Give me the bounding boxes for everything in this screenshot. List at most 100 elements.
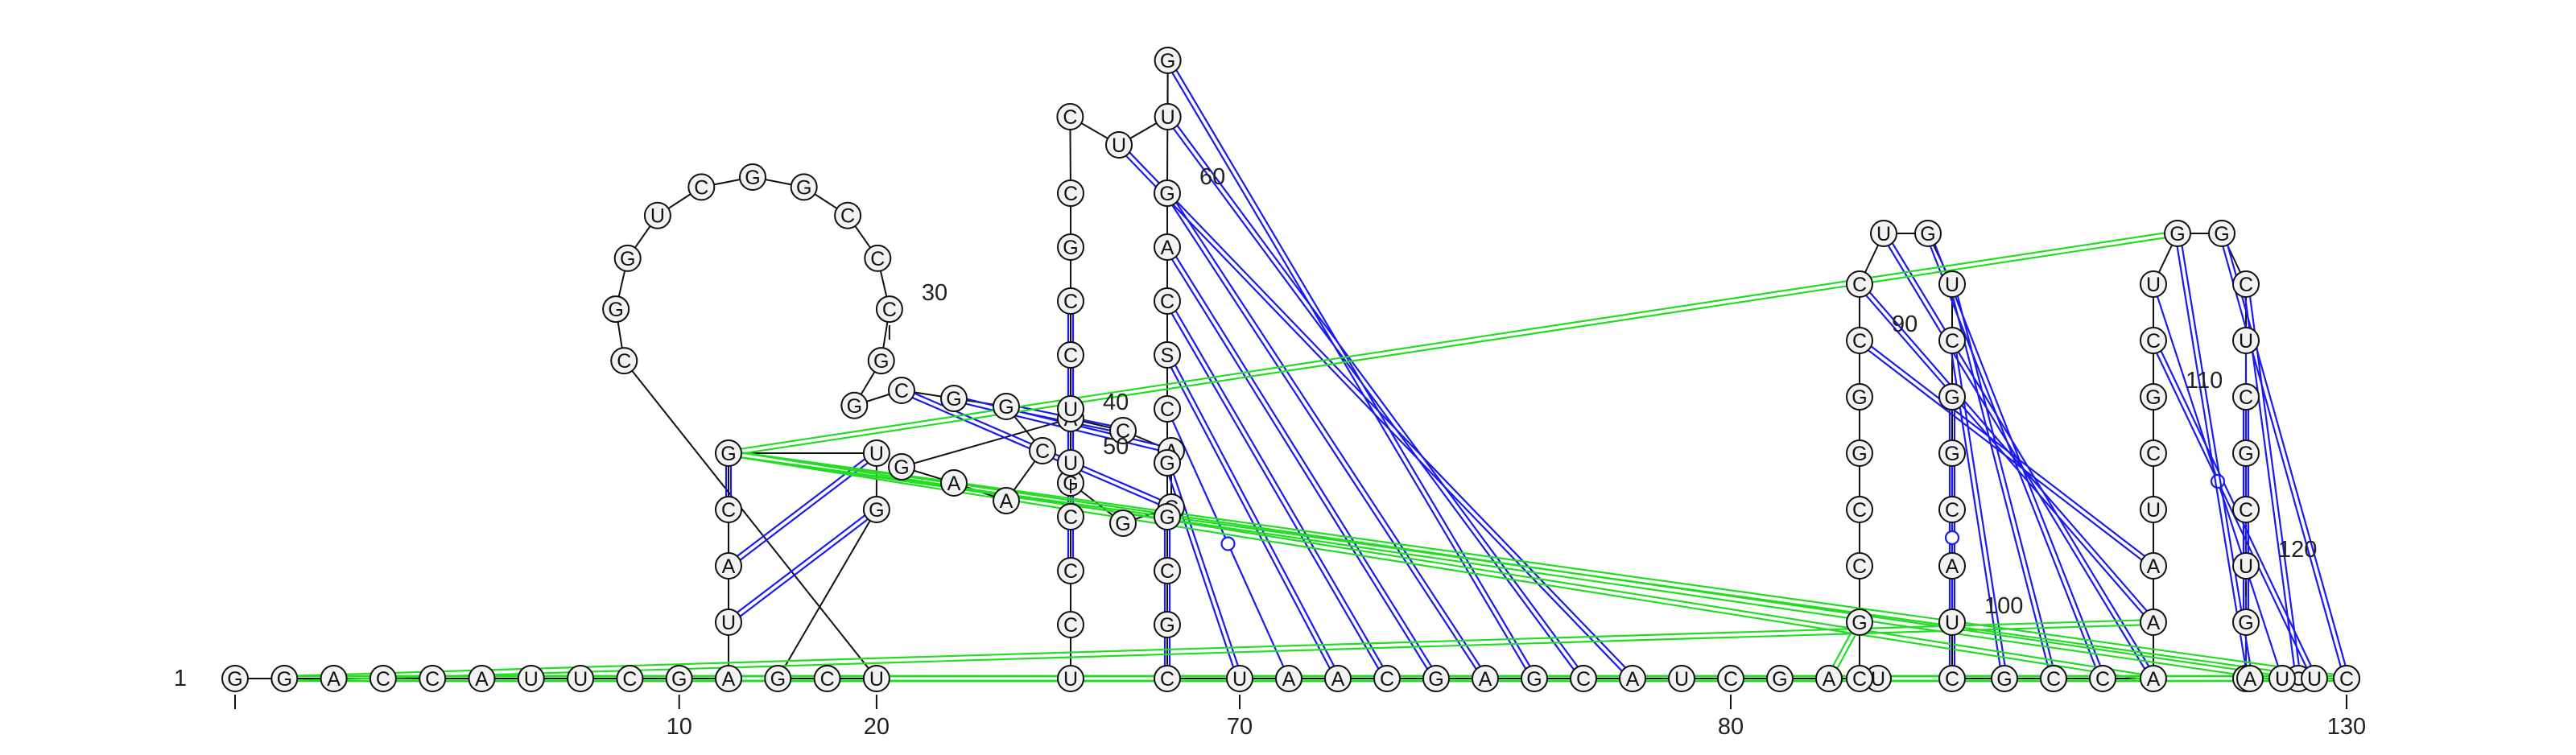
nucleotide-letter: C [1160,398,1174,421]
nucleotide-letter: G [1115,513,1130,535]
backbone-segment [623,360,877,679]
nucleotide: C [2089,665,2116,692]
nucleotide-circle [1057,179,1084,207]
nucleotide-letter: G [1159,452,1174,475]
nucleotide: C [1938,327,1966,354]
nucleotide-circle [1521,665,1548,692]
nucleotide-circle [1057,503,1084,530]
nucleotide-circle [1717,665,1744,692]
nucleotide: U [1870,220,1897,247]
nucleotide-letter: A [1331,668,1345,691]
nucleotide-letter: C [1160,668,1174,691]
nucleotide: G [2140,383,2167,411]
position-label: 60 [1199,164,1225,190]
nucleotide: C [875,295,903,324]
nucleotide-circle [2236,665,2264,692]
nucleotide-letter: C [2046,668,2061,691]
nucleotide-letter: G [2238,443,2253,465]
nucleotide-letter: C [1852,555,1867,578]
nucleotide-circle [1938,327,1966,354]
nucleotide-circle [2232,609,2260,636]
nucleotide-circle [419,665,447,692]
nucleotide: C [369,665,397,692]
nucleotide: C [1846,496,1873,523]
gu-pair-marker [1220,536,1236,551]
position-label: 120 [2278,537,2317,563]
nucleotide: G [1154,449,1181,477]
nucleotide: U [567,665,595,692]
nucleotide-circle [1668,665,1695,692]
nucleotide-letter: C [870,248,885,270]
nucleotide-letter: C [721,499,736,522]
wc-pair-line [1176,125,1579,668]
nucleotide-circle [1938,439,1966,467]
nucleotide: G [1422,665,1450,692]
nucleotide-circle [567,665,595,692]
nucleotide-circle [2089,665,2116,692]
nucleotide: C [2140,439,2167,467]
nucleotide-circle [2140,327,2167,354]
nucleotide-letter: U [1063,668,1078,691]
nucleotide-letter: C [894,380,909,402]
nucleotide-letter: C [1160,291,1174,313]
nucleotide: U [1105,131,1133,159]
nucleotide-circle [1846,496,1873,523]
nucleotide-circle [1057,665,1084,692]
wc-pair-line [1170,367,1331,669]
nucleotide: C [1717,665,1744,692]
nucleotide-letter: G [277,668,292,691]
nucleotide: G [1991,665,2018,692]
nucleotide: C [1056,103,1084,130]
nucleotide-circle [1846,383,1873,411]
nucleotide-circle [1154,665,1181,692]
nucleotide: G [1109,510,1137,537]
nucleotide-circle [1057,449,1084,477]
nucleotide: C [1938,496,1966,523]
nucleotide-letter: U [1876,223,1891,245]
nucleotide-letter: G [998,396,1013,419]
nucleotide: A [1154,233,1181,261]
nucleotide-letter: G [720,443,736,465]
nucleotide: A [715,665,742,692]
nucleotide-letter: C [1063,344,1078,367]
nucleotide-circle [1846,327,1873,354]
nucleotide-circle [1154,47,1182,74]
nucleotide-circle [1938,609,1966,636]
nucleotide: U [1668,665,1695,692]
nucleotide-circle [940,385,968,412]
nucleotide-circle [2140,383,2167,411]
nucleotide-circle [2140,439,2167,467]
nucleotide-circle [643,201,671,229]
nucleotide-circle [1056,103,1084,130]
pseudoknot-pair-line [284,623,2154,683]
nucleotide-letter: C [1852,330,1867,353]
nucleotide-letter: A [947,472,961,495]
wc-pair-line [737,458,866,557]
nucleotide-letter: G [1944,386,1959,409]
wc-pair-line [2176,246,2247,666]
nucleotide-letter: C [1576,668,1591,691]
nucleotide-circle [1373,665,1401,692]
nucleotide: C [1846,665,1873,692]
wc-pair-line [1174,310,1384,667]
nucleotide-letter: U [1674,668,1689,691]
nucleotide-circle [1422,665,1450,692]
nucleotide: C [1057,557,1084,584]
nucleotide: G [2232,609,2260,636]
position-label: 100 [1984,593,2023,619]
nucleotide-letter: U [2239,555,2253,578]
nucleotide-letter: G [1944,443,1959,465]
nucleotide-letter: C [1063,183,1078,205]
nucleotide: G [764,665,792,692]
nucleotide: S [1154,341,1181,369]
nucleotide: G [2208,220,2235,247]
wc-pair-line [2222,245,2342,667]
nucleotide-circle [1154,449,1181,477]
nucleotide-letter: U [1161,106,1175,129]
nucleotide: G [1154,179,1181,207]
nucleotide-circle [1154,341,1181,369]
nucleotide-circle [1472,665,1499,692]
nucleotide-circle [2232,552,2260,580]
nucleotide-letter: C [1945,330,1959,353]
nucleotide-circle [665,665,693,692]
